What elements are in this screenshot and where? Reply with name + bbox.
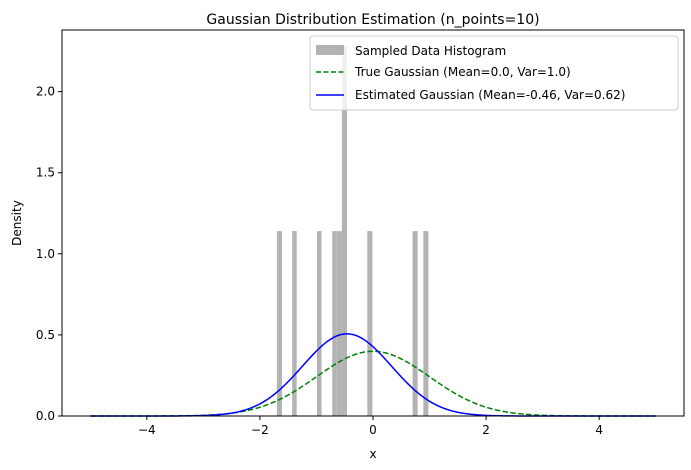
histogram-bar <box>341 46 347 417</box>
legend-label-histogram: Sampled Data Histogram <box>355 44 506 58</box>
y-tick-label: 1.0 <box>36 247 55 261</box>
legend-swatch-histogram <box>316 45 344 55</box>
x-axis-label: x <box>369 447 376 461</box>
y-axis-ticks: 0.0 0.5 1.0 1.5 2.0 <box>36 85 62 423</box>
estimated-gaussian-line <box>90 333 656 417</box>
histogram-bar <box>423 231 429 416</box>
histogram-bar <box>332 231 337 416</box>
histogram-bar <box>412 231 418 416</box>
histogram-bar <box>336 231 342 416</box>
histogram-bar <box>276 231 282 416</box>
x-tick-label: 4 <box>595 423 603 437</box>
y-tick-label: 1.5 <box>36 166 55 180</box>
histogram-bar <box>317 231 322 416</box>
y-tick-label: 2.0 <box>36 85 55 99</box>
x-tick-label: 2 <box>482 423 490 437</box>
histogram-bar <box>292 231 297 416</box>
legend-label-estimated-gaussian: Estimated Gaussian (Mean=-0.46, Var=0.62… <box>355 88 625 102</box>
x-tick-label: 0 <box>369 423 377 437</box>
histogram-bars <box>276 46 429 417</box>
legend-box <box>309 35 679 111</box>
true-gaussian-line <box>90 350 656 417</box>
y-axis-label: Density <box>10 200 24 246</box>
y-tick-label: 0.5 <box>36 328 55 342</box>
x-axis-ticks: −4 −2 0 2 4 <box>138 416 603 437</box>
x-tick-label: −2 <box>251 423 269 437</box>
x-tick-label: −4 <box>138 423 156 437</box>
legend-label-true-gaussian: True Gaussian (Mean=0.0, Var=1.0) <box>354 65 571 79</box>
legend: Sampled Data Histogram True Gaussian (Me… <box>309 35 679 111</box>
series-lines <box>90 333 656 417</box>
y-tick-label: 0.0 <box>36 409 55 423</box>
chart-title: Gaussian Distribution Estimation (n_poin… <box>206 12 539 28</box>
histogram-bar <box>367 231 373 416</box>
